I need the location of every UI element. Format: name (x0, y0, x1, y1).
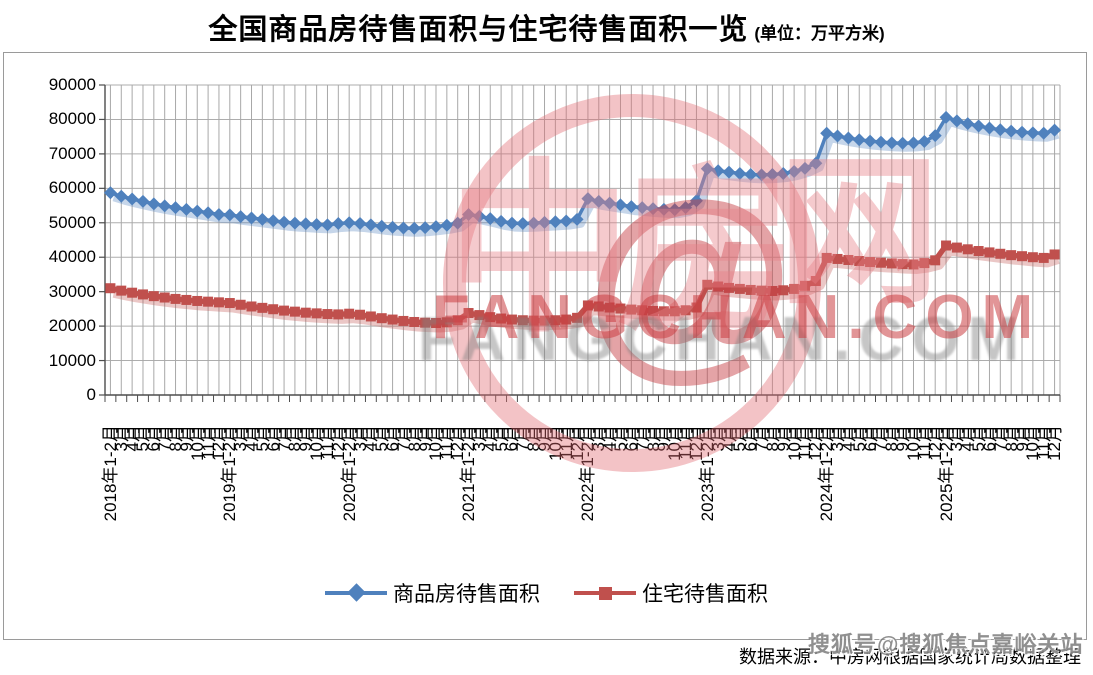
data-source-text: 数据来源：中房网根据国家统计局数据整理 (739, 647, 1081, 667)
legend-item-commercial: 商品房待售面积 (325, 578, 540, 608)
y-tick-label: 60000 (48, 178, 96, 198)
legend-diamond-marker-icon (347, 583, 366, 602)
legend-swatch-commercial (325, 583, 387, 602)
y-tick-label: 80000 (48, 109, 96, 129)
y-tick-label: 0 (86, 385, 96, 404)
page-title: 全国商品房待售面积与住宅待售面积一览 (208, 14, 749, 46)
legend-square-marker-icon (599, 587, 612, 600)
chart-title-row: 全国商品房待售面积与住宅待售面积一览 (单位：万平方米) (0, 6, 1093, 48)
legend-swatch-residential (574, 585, 636, 601)
y-tick-label: 20000 (48, 316, 96, 336)
x-tick-label: 12月 (1045, 425, 1065, 461)
y-tick-label: 10000 (48, 350, 96, 370)
y-tick-label: 40000 (48, 247, 96, 267)
legend-item-residential: 住宅待售面积 (574, 578, 768, 608)
chart-legend: 商品房待售面积 住宅待售面积 (0, 578, 1093, 608)
y-tick-label: 50000 (48, 212, 96, 232)
y-tick-label: 30000 (48, 281, 96, 301)
y-tick-label: 90000 (48, 75, 96, 94)
legend-label-residential: 住宅待售面积 (642, 583, 768, 606)
legend-label-commercial: 商品房待售面积 (393, 583, 540, 606)
title-unit-label: (单位：万平方米) (754, 24, 885, 43)
sohu-watermark-text: 搜狐号@搜狐焦点嘉峪关站 (808, 632, 1084, 657)
y-tick-label: 70000 (48, 143, 96, 163)
